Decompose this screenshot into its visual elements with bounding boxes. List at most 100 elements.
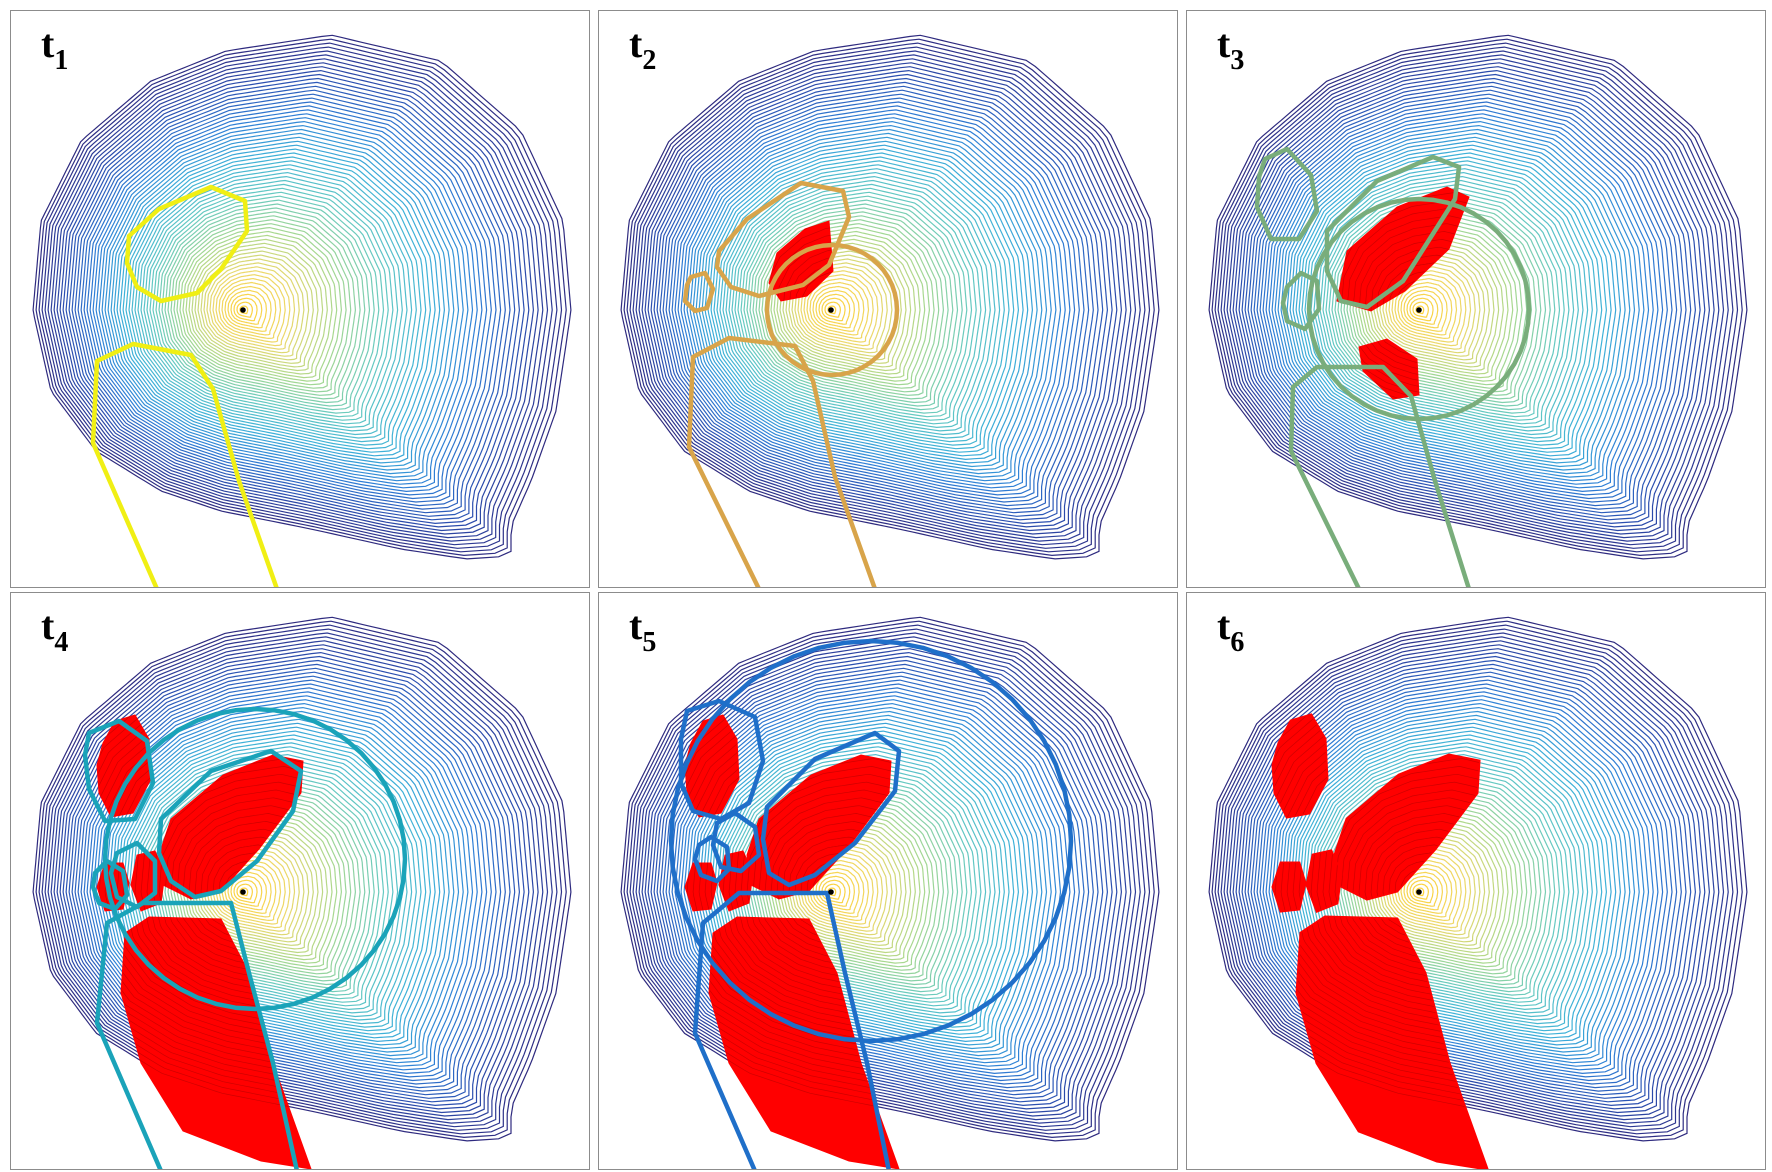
contour-line — [740, 191, 973, 418]
contour-line — [662, 671, 1094, 1092]
center-point — [240, 889, 246, 895]
contour-line — [227, 289, 268, 329]
contour-line — [116, 144, 441, 461]
contour-line — [236, 883, 254, 900]
contour-line — [647, 69, 1118, 528]
boundary-curve — [764, 242, 900, 378]
contour-line — [1208, 616, 1748, 1142]
contour-line — [68, 81, 516, 517]
contour-line — [689, 124, 1052, 478]
evolving-boundaries — [90, 184, 279, 587]
contour-line — [1394, 277, 1458, 340]
contour-line — [722, 168, 1001, 439]
contour-line — [227, 871, 268, 911]
contour-line — [659, 667, 1099, 1096]
contour-line — [89, 691, 483, 1075]
boundary-curve — [714, 180, 852, 299]
contour-line — [1400, 867, 1448, 914]
contour-line — [1259, 683, 1668, 1082]
contour-line — [812, 285, 860, 332]
contour-line — [1271, 117, 1650, 485]
contour-line — [1352, 223, 1523, 389]
contour-line — [1298, 152, 1608, 453]
panel-label: t5 — [629, 603, 656, 658]
contour-line — [194, 246, 319, 368]
boundary-curve — [686, 335, 877, 587]
contour-plot-t5: t5 — [620, 603, 1160, 1169]
contour-line — [1238, 655, 1701, 1107]
panel-t6: t6 — [1186, 592, 1766, 1170]
contour-line — [1223, 636, 1725, 1124]
contour-line — [680, 695, 1066, 1071]
contour-line — [209, 266, 296, 350]
contour-line — [197, 250, 314, 364]
contour-line — [788, 254, 898, 361]
contour-line — [806, 277, 870, 340]
contour-line — [77, 675, 502, 1089]
contour-line — [734, 183, 982, 425]
contour-line — [623, 620, 1155, 1139]
covered-region — [708, 916, 900, 1169]
contour-line — [191, 242, 324, 372]
contour-line — [668, 679, 1085, 1085]
contour-line — [638, 640, 1132, 1121]
contour-line — [59, 651, 530, 1110]
contour-line — [731, 179, 987, 429]
contour-line — [824, 301, 842, 318]
contour-line — [230, 293, 263, 325]
contour-line — [65, 659, 521, 1103]
contour-line — [659, 85, 1099, 514]
contour-line — [32, 34, 572, 560]
contour-line — [1406, 293, 1439, 325]
contour-line — [623, 38, 1155, 557]
contour-line — [164, 207, 366, 404]
contour-line — [1238, 73, 1701, 525]
contour-line — [35, 38, 567, 557]
contour-line — [656, 81, 1104, 517]
contour-line — [1265, 109, 1659, 493]
contour-line — [755, 211, 949, 400]
contour-line — [80, 679, 497, 1085]
contour-plot-t6: t6 — [1208, 603, 1748, 1169]
contour-line — [68, 663, 516, 1099]
contour-line — [794, 262, 888, 354]
contour-line — [1355, 226, 1519, 386]
contour-line — [653, 659, 1109, 1103]
contour-line — [224, 285, 272, 332]
contour-line — [1331, 195, 1556, 414]
contour-plot-t4: t4 — [32, 603, 572, 1169]
contour-line — [770, 230, 926, 382]
boundary-curve — [710, 810, 762, 874]
contour-line — [674, 687, 1076, 1078]
contour-line — [200, 254, 310, 361]
contour-line — [134, 168, 413, 439]
contour-line — [44, 632, 553, 1128]
contour-line — [212, 270, 291, 347]
contour-line — [635, 54, 1137, 542]
contour-plot-t1: t1 — [32, 21, 572, 587]
contour-line — [683, 117, 1062, 485]
contour-line — [56, 66, 535, 532]
contour-line — [50, 640, 544, 1121]
contour-line — [782, 246, 907, 368]
contour-line — [638, 58, 1132, 539]
contour-line — [1235, 651, 1706, 1110]
contour-line — [146, 183, 394, 425]
evolving-boundaries — [1254, 146, 1532, 587]
contour-line — [59, 69, 530, 528]
contour-line — [113, 140, 446, 464]
contour-line — [635, 636, 1137, 1124]
contour-line — [107, 132, 455, 471]
contour-line — [131, 746, 417, 1025]
contour-line — [650, 655, 1113, 1107]
contour-line — [716, 742, 1010, 1028]
contour-line — [80, 97, 497, 503]
contour-line — [188, 238, 328, 375]
contour-line — [1217, 46, 1734, 549]
contour-line — [1403, 871, 1444, 911]
contour-line — [728, 175, 991, 432]
contour-line — [47, 54, 549, 542]
contour-line — [1313, 171, 1584, 436]
boundary-curve — [90, 341, 279, 587]
contour-line — [155, 195, 380, 414]
